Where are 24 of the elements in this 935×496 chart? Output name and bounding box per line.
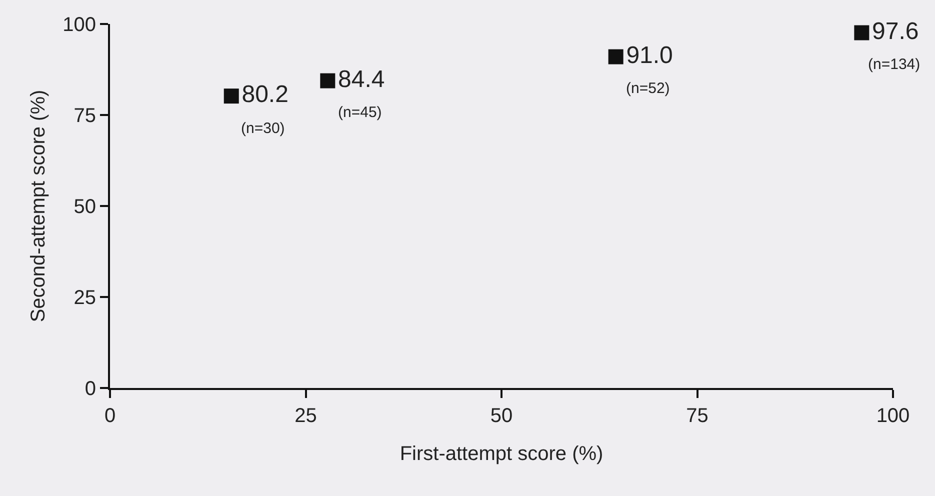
y-tick-label: 100 <box>62 14 96 36</box>
y-tick-label: 25 <box>74 287 96 309</box>
x-tick-label: 0 <box>104 405 116 427</box>
point <box>854 25 870 40</box>
annotation: (n=134) <box>868 56 920 73</box>
point <box>224 88 239 104</box>
x-tick-label: 100 <box>876 405 910 427</box>
x-tick-label: 75 <box>686 405 708 427</box>
y-tick-label: 50 <box>74 196 96 218</box>
x-tick-label: 25 <box>294 405 317 427</box>
annotation: (n=52) <box>626 80 670 97</box>
point <box>608 49 624 64</box>
x-tick-label: 50 <box>490 405 513 427</box>
annotation: (n=45) <box>338 104 382 121</box>
point <box>320 73 336 88</box>
y-tick-label: 75 <box>74 105 96 127</box>
data-label: 91.0 <box>626 42 673 69</box>
data-label: 97.6 <box>872 18 919 45</box>
data-label: 84.4 <box>338 66 385 93</box>
annotation: (n=30) <box>241 120 285 137</box>
x-axis-title: First-attempt score (%) <box>400 443 604 465</box>
y-axis-title: Second-attempt score (%) <box>28 90 50 322</box>
data-label: 80.2 <box>242 81 288 108</box>
y-tick-label: 0 <box>84 378 96 400</box>
